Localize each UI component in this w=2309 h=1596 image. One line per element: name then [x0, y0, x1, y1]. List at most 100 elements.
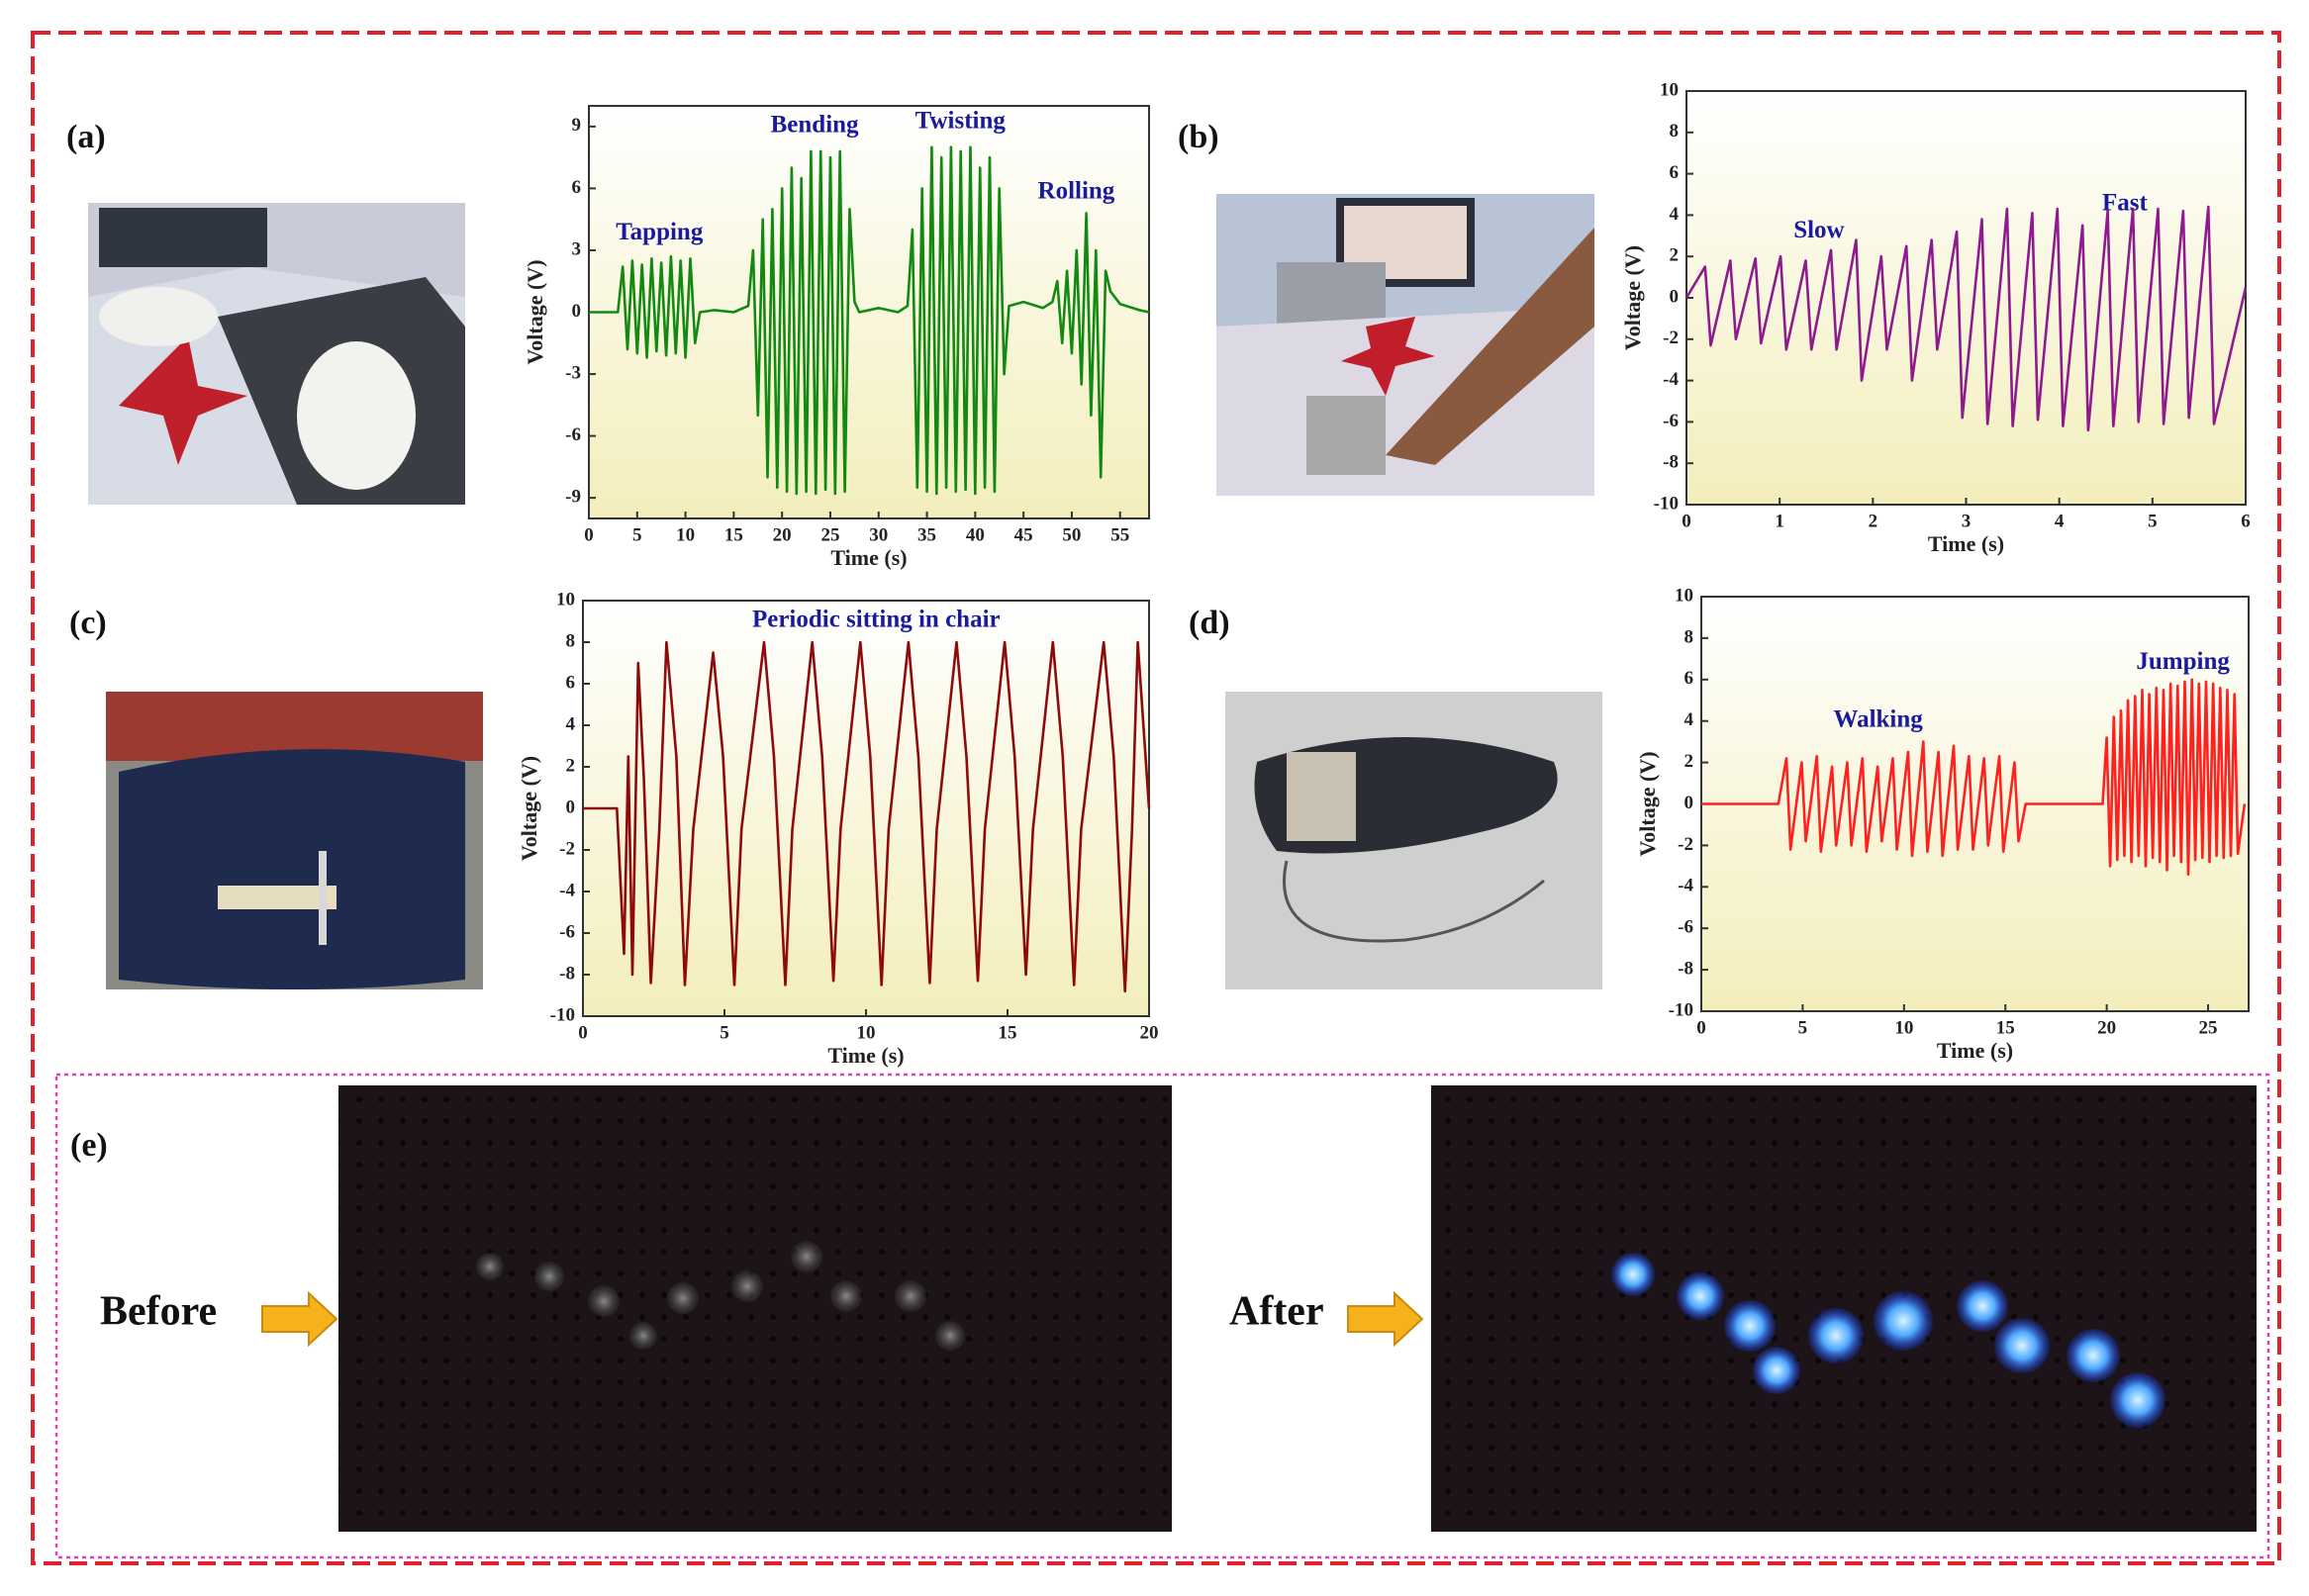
- y-tick-label: 3: [572, 238, 582, 259]
- arrow: [261, 1290, 338, 1348]
- plot-area: [1685, 90, 2247, 506]
- chart: -10 -8 -6 -4 -2 0 2 4 6 8 10 0 5 10 15 20 25 Time (s) Volt…: [1635, 585, 2250, 1063]
- annotation: Slow: [1793, 217, 1844, 243]
- y-tick-label: -8: [1678, 958, 1693, 979]
- arrow: [1347, 1290, 1424, 1348]
- x-tick-label: 15: [999, 1022, 1017, 1043]
- x-tick-label: 5: [632, 524, 642, 545]
- y-axis-label: Voltage (V): [1635, 751, 1660, 856]
- x-axis-label: Time (s): [1937, 1038, 2013, 1063]
- panel-label: (d): [1189, 605, 1230, 641]
- x-tick-label: 45: [1014, 524, 1033, 545]
- y-tick-label: 4: [1684, 709, 1694, 730]
- x-tick-label: 4: [2055, 511, 2065, 531]
- y-tick-label: 4: [1670, 204, 1680, 225]
- y-axis-label: Voltage (V): [523, 259, 547, 364]
- panel-label: (e): [70, 1127, 108, 1164]
- y-tick-label: -9: [565, 487, 581, 508]
- after-label: After: [1229, 1289, 1324, 1335]
- y-tick-label: -3: [565, 362, 581, 383]
- x-tick-label: 10: [676, 524, 695, 545]
- y-tick-label: 6: [566, 672, 576, 693]
- annotation: Fast: [2102, 190, 2149, 217]
- x-tick-label: 55: [1110, 524, 1129, 545]
- x-tick-label: 5: [2148, 511, 2158, 531]
- y-axis-label: Voltage (V): [517, 756, 541, 861]
- y-tick-label: -10: [550, 1004, 575, 1025]
- y-tick-label: -8: [559, 963, 575, 984]
- x-tick-label: 20: [2097, 1017, 2116, 1038]
- y-tick-label: -6: [559, 921, 575, 942]
- signal-line: [589, 145, 1150, 496]
- panel-label: (c): [69, 605, 107, 641]
- photo-before: [338, 1085, 1172, 1532]
- y-tick-label: 0: [572, 301, 582, 322]
- y-axis-label: Voltage (V): [1620, 245, 1645, 350]
- y-tick-label: -10: [1654, 493, 1679, 514]
- x-tick-label: 3: [1962, 511, 1972, 531]
- x-tick-label: 20: [1140, 1022, 1159, 1043]
- y-tick-label: -2: [1678, 834, 1693, 855]
- y-tick-label: -10: [1669, 999, 1693, 1020]
- photo-after: [1431, 1085, 2257, 1532]
- y-tick-label: 2: [1670, 245, 1680, 266]
- panel-label: (a): [66, 119, 106, 155]
- y-tick-label: 8: [1684, 626, 1694, 647]
- x-tick-label: 5: [720, 1022, 729, 1043]
- y-tick-label: -4: [1663, 369, 1679, 390]
- annotation: Walking: [1833, 705, 1923, 732]
- x-tick-label: 15: [1996, 1017, 2015, 1038]
- y-tick-label: 8: [1670, 121, 1680, 141]
- photo-d: [1225, 692, 1602, 989]
- y-tick-label: 6: [1684, 668, 1694, 689]
- y-tick-label: 0: [1684, 793, 1694, 813]
- y-tick-label: -2: [559, 838, 575, 859]
- photo-a: [88, 203, 465, 505]
- x-tick-label: 0: [1696, 1017, 1706, 1038]
- signal-line: [1684, 205, 2248, 432]
- x-tick-label: 0: [578, 1022, 588, 1043]
- signal-line: [1701, 678, 2247, 876]
- y-tick-label: 0: [566, 797, 576, 817]
- y-tick-label: 8: [566, 630, 576, 651]
- panel-label: (b): [1178, 119, 1219, 155]
- x-tick-label: 25: [2199, 1017, 2218, 1038]
- annotation: Bending: [771, 112, 859, 139]
- y-tick-label: 0: [1670, 286, 1680, 307]
- x-axis-label: Time (s): [827, 1043, 904, 1068]
- y-tick-label: 10: [556, 589, 575, 610]
- x-tick-label: 30: [869, 524, 888, 545]
- chart: -10 -8 -6 -4 -2 0 2 4 6 8 10 0 5 10 15 20 Time (s) Voltag…: [517, 589, 1158, 1068]
- chart: -10 -8 -6 -4 -2 0 2 4 6 8 10 0 1 2 3 4 5 6 Time (s) Voltage…: [1620, 79, 2251, 556]
- x-tick-label: 2: [1869, 511, 1878, 531]
- annotation: Twisting: [915, 107, 1007, 134]
- y-tick-label: 9: [572, 115, 582, 136]
- x-tick-label: 15: [724, 524, 743, 545]
- y-tick-label: 2: [566, 755, 576, 776]
- x-tick-label: 35: [917, 524, 936, 545]
- photo-c: [106, 692, 483, 989]
- y-tick-label: 10: [1660, 79, 1679, 100]
- y-tick-label: 2: [1684, 751, 1694, 772]
- x-tick-label: 50: [1062, 524, 1081, 545]
- x-tick-label: 6: [2241, 511, 2251, 531]
- annotation: Periodic sitting in chair: [752, 607, 1001, 633]
- y-tick-label: -8: [1663, 452, 1679, 473]
- chart: -9 -6 -3 0 3 6 9 0 5 10 15 20 25 30 35 40 45 50 55 Time (s)…: [523, 105, 1150, 570]
- x-tick-label: 0: [1682, 511, 1691, 531]
- y-tick-label: -6: [1663, 411, 1679, 431]
- y-tick-label: -6: [1678, 917, 1693, 938]
- x-tick-label: 1: [1775, 511, 1784, 531]
- x-tick-label: 5: [1798, 1017, 1808, 1038]
- panel-e-border: [54, 1073, 2270, 1559]
- y-tick-label: 10: [1675, 585, 1693, 606]
- photo-b: [1216, 194, 1594, 496]
- annotation: Rolling: [1038, 177, 1115, 204]
- y-tick-label: 4: [566, 713, 576, 734]
- y-tick-label: -6: [565, 424, 581, 445]
- x-tick-label: 0: [584, 524, 594, 545]
- x-tick-label: 10: [857, 1022, 876, 1043]
- x-axis-label: Time (s): [1928, 531, 2004, 556]
- x-tick-label: 40: [966, 524, 985, 545]
